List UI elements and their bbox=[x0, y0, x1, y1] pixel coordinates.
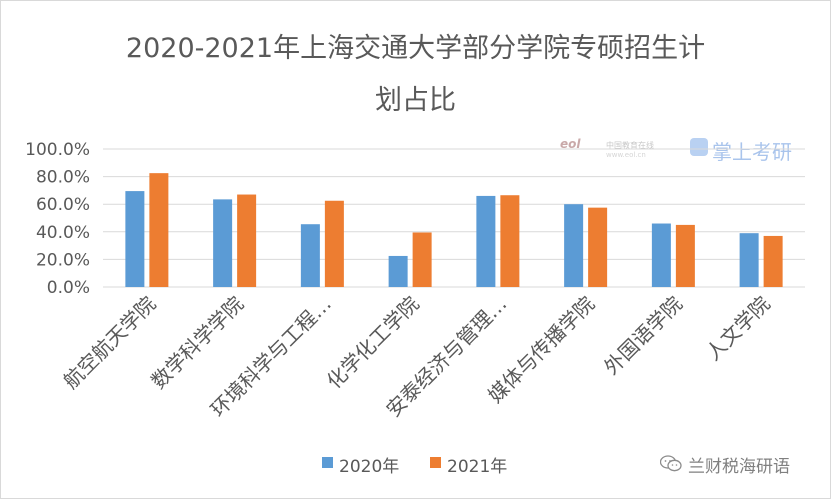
y-tick-label: 80.0% bbox=[36, 168, 90, 188]
watermark-cn-text: 中国教育在线 bbox=[606, 141, 654, 150]
bar-2021 bbox=[763, 235, 783, 287]
bar-2020 bbox=[564, 204, 584, 287]
bar-2021 bbox=[324, 200, 344, 287]
bar-2020 bbox=[300, 224, 320, 287]
y-tick-label: 40.0% bbox=[36, 223, 90, 243]
legend-swatch-2021 bbox=[430, 457, 441, 468]
bar-2021 bbox=[675, 224, 695, 287]
x-category-label: 外国语学院 bbox=[599, 292, 687, 380]
bar-2021 bbox=[149, 173, 169, 287]
bar-2020 bbox=[213, 199, 233, 287]
legend-item-2020: 2020年 bbox=[322, 452, 399, 477]
watermark-eol-logo: eol bbox=[560, 137, 581, 151]
wechat-account-name: 兰财税海研语 bbox=[688, 457, 790, 477]
watermark-url-text: www.eol.cn bbox=[606, 151, 646, 159]
bar-2021 bbox=[412, 232, 432, 287]
y-tick-label: 60.0% bbox=[36, 195, 90, 215]
bar-2021 bbox=[500, 195, 520, 287]
y-tick-label: 20.0% bbox=[36, 250, 90, 270]
legend-swatch-2020 bbox=[322, 457, 333, 468]
bar-2021 bbox=[237, 194, 257, 287]
watermark-brand-text: 掌上考研 bbox=[712, 140, 792, 164]
bar-2020 bbox=[739, 233, 759, 287]
chart-title-line-2: 划占比 bbox=[375, 85, 456, 116]
legend-item-2021: 2021年 bbox=[430, 452, 507, 477]
bar-2020 bbox=[651, 223, 671, 287]
x-category-label: 航空航天学院 bbox=[59, 292, 161, 394]
legend-label-2020: 2020年 bbox=[339, 457, 400, 477]
bar-2020 bbox=[388, 255, 408, 287]
wechat-icon bbox=[660, 455, 682, 472]
y-tick-label: 100.0% bbox=[25, 140, 90, 160]
x-category-label: 人文学院 bbox=[701, 292, 775, 366]
y-tick-label: 0.0% bbox=[47, 278, 90, 298]
bar-2020 bbox=[125, 191, 145, 287]
chart-title-line-1: 2020-2021年上海交通大学部分学院专硕招生计 bbox=[125, 33, 706, 64]
bar-2021 bbox=[588, 207, 608, 287]
watermark-brand-icon bbox=[690, 138, 708, 156]
bar-2020 bbox=[476, 195, 496, 287]
legend-label-2021: 2021年 bbox=[447, 457, 508, 477]
